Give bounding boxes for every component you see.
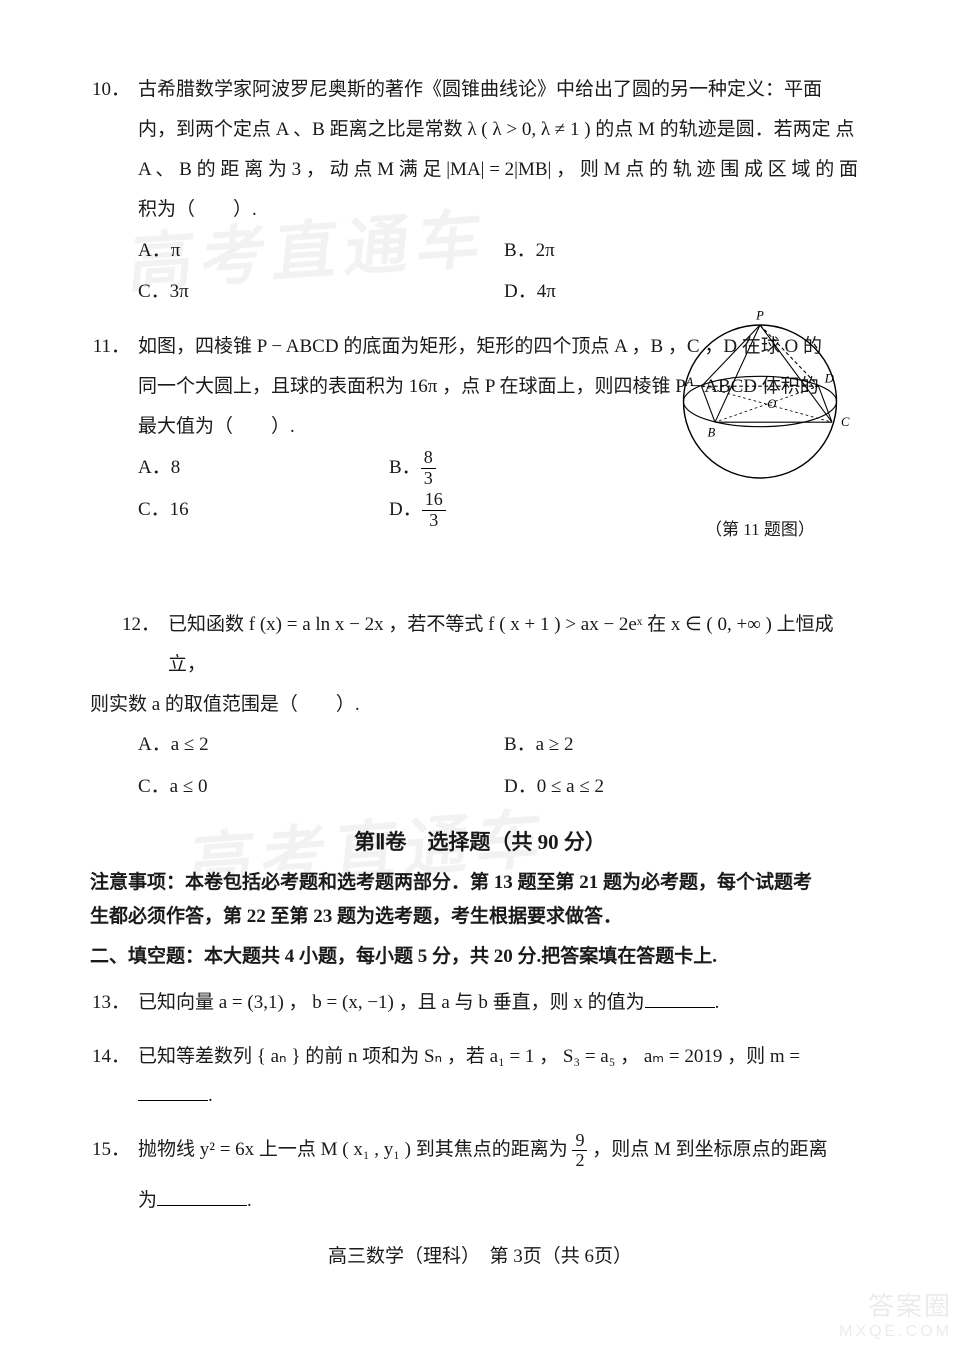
page-footer: 高三数学（理科） 第 3页（共 6页） <box>90 1241 870 1268</box>
q10-option-a: A．π <box>138 230 504 272</box>
question-14: 14． 已知等差数列 { aₙ } 的前 n 项和为 Sₙ ，若 a₁ = 1 … <box>90 1037 870 1117</box>
q10-line2: 内，到两个定点 A 、B 距离之比是常数 λ ( λ > 0, λ ≠ 1 ) … <box>138 110 870 150</box>
q12-option-c: C．a ≤ 0 <box>138 766 504 808</box>
q14-blank <box>138 1082 208 1101</box>
q10-number: 10． <box>90 70 138 110</box>
q11-number: 11． <box>90 327 138 367</box>
q11-option-d: D．163 <box>389 489 640 531</box>
q13-number: 13． <box>90 983 138 1023</box>
section-2-notice: 注意事项：本卷包括必考题和选考题两部分．第 13 题至第 21 题为必考题，每个… <box>90 866 870 934</box>
q10-option-b: B．2π <box>504 230 870 272</box>
q12-option-a: A．a ≤ 2 <box>138 724 504 766</box>
sphere-svg: P A B C D O <box>670 307 850 487</box>
question-10: 10． 古希腊数学家阿波罗尼奥斯的著作《圆锥曲线论》中给出了圆的另一种定义：平面… <box>90 70 870 313</box>
q10-option-c: C．3π <box>138 271 504 313</box>
q11-option-c: C．16 <box>138 489 389 531</box>
q10-line4: 积为（ ）. <box>138 190 870 230</box>
q11-figure: P A B C D O （第 11 题图） <box>660 307 860 548</box>
question-13: 13． 已知向量 a = (3,1) ， b = (x, −1) ，且 a 与 … <box>90 983 870 1023</box>
q15-blank <box>157 1187 247 1206</box>
question-11: 11． 如图，四棱锥 P − ABCD 的底面为矩形，矩形的四个顶点 A ，B … <box>90 327 870 531</box>
q13-blank <box>645 989 715 1008</box>
exam-page: 高考直通车 高考直通车 10． 古希腊数学家阿波罗尼奥斯的著作《圆锥曲线论》中给… <box>0 0 960 1349</box>
label-C: C <box>841 415 850 429</box>
fill-blank-heading: 二、填空题：本大题共 4 小题，每小题 5 分，共 20 分.把答案填在答题卡上… <box>90 940 870 974</box>
q12-option-d: D．0 ≤ a ≤ 2 <box>504 766 870 808</box>
label-B: B <box>708 426 716 440</box>
q12-line1: 已知函数 f (x) = a ln x − 2x ，若不等式 f ( x + 1… <box>168 605 870 685</box>
q15-line1b: ，则点 M 到坐标原点的距离 <box>587 1139 827 1160</box>
q11-figure-caption: （第 11 题图） <box>660 512 860 548</box>
q15-line1a: 抛物线 y² = 6x 上一点 M ( x₁ , y₁ ) 到其焦点的距离为 <box>138 1139 572 1160</box>
q12-line2: 则实数 a 的取值范围是（ ）. <box>90 685 870 725</box>
q11-option-b: B．83 <box>389 447 640 489</box>
q14-number: 14． <box>90 1037 138 1077</box>
q15-number: 15． <box>90 1130 138 1170</box>
label-O: O <box>767 397 776 411</box>
q14-text: 已知等差数列 { aₙ } 的前 n 项和为 Sₙ ，若 a₁ = 1 ， S₃… <box>138 1046 800 1067</box>
q12-option-b: B．a ≥ 2 <box>504 724 870 766</box>
question-15: 15． 抛物线 y² = 6x 上一点 M ( x₁ , y₁ ) 到其焦点的距… <box>90 1130 870 1221</box>
watermark-corner: 答案圈 MXQE.COM <box>839 1286 952 1341</box>
q13-text: 已知向量 a = (3,1) ， b = (x, −1) ，且 a 与 b 垂直… <box>138 992 645 1013</box>
q12-number: 12． <box>90 605 168 645</box>
label-P: P <box>755 309 764 323</box>
question-12: 12． 已知函数 f (x) = a ln x − 2x ，若不等式 f ( x… <box>90 605 870 808</box>
label-A: A <box>685 375 694 389</box>
section-2-title: 第Ⅱ卷 选择题（共 90 分） <box>90 826 870 856</box>
label-D: D <box>824 372 834 386</box>
q10-line1: 古希腊数学家阿波罗尼奥斯的著作《圆锥曲线论》中给出了圆的另一种定义：平面 <box>138 70 870 110</box>
q10-line3: A 、 B 的 距 离 为 3 ， 动 点 M 满 足 |MA| = 2|MB|… <box>138 150 870 190</box>
q15-line2: 为 <box>138 1190 157 1211</box>
q11-option-a: A．8 <box>138 447 389 489</box>
